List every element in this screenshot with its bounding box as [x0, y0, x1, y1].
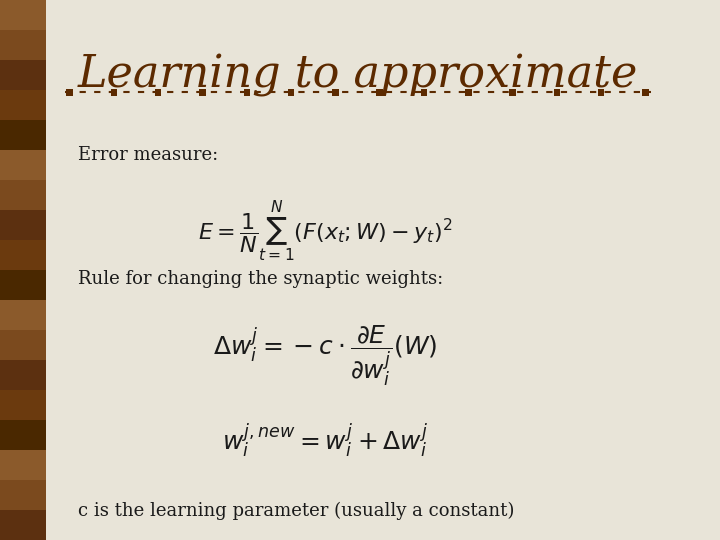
- Bar: [199, 89, 206, 96]
- Text: Error measure:: Error measure:: [78, 146, 218, 164]
- Bar: [465, 89, 472, 96]
- Bar: [0, 390, 45, 420]
- Bar: [0, 0, 45, 30]
- Bar: [0, 450, 45, 480]
- Bar: [598, 89, 604, 96]
- Bar: [554, 89, 560, 96]
- Bar: [377, 89, 383, 96]
- Bar: [0, 0, 45, 540]
- Bar: [332, 89, 338, 96]
- Bar: [0, 180, 45, 210]
- Bar: [0, 240, 45, 270]
- Text: $E = \dfrac{1}{N}\sum_{t=1}^{N}(F(x_t;W)-y_t)^2$: $E = \dfrac{1}{N}\sum_{t=1}^{N}(F(x_t;W)…: [198, 200, 453, 264]
- Text: c is the learning parameter (usually a constant): c is the learning parameter (usually a c…: [78, 502, 515, 521]
- Bar: [0, 60, 45, 90]
- Bar: [0, 420, 45, 450]
- Bar: [0, 210, 45, 240]
- Bar: [0, 120, 45, 150]
- Bar: [0, 510, 45, 540]
- Bar: [155, 89, 161, 96]
- Text: $\Delta w_i^j = -c \cdot \dfrac{\partial E}{\partial w_i^j}(W)$: $\Delta w_i^j = -c \cdot \dfrac{\partial…: [213, 324, 438, 388]
- Bar: [0, 300, 45, 330]
- Bar: [243, 89, 250, 96]
- Text: Rule for changing the synaptic weights:: Rule for changing the synaptic weights:: [78, 270, 444, 288]
- Bar: [0, 90, 45, 120]
- Bar: [0, 360, 45, 390]
- Text: $w_i^{j,new} = w_i^j + \Delta w_i^j$: $w_i^{j,new} = w_i^j + \Delta w_i^j$: [222, 421, 428, 460]
- Bar: [288, 89, 294, 96]
- Bar: [0, 270, 45, 300]
- Bar: [420, 89, 427, 96]
- Bar: [509, 89, 516, 96]
- Bar: [0, 150, 45, 180]
- Bar: [0, 330, 45, 360]
- Bar: [0, 480, 45, 510]
- Bar: [0, 30, 45, 60]
- Bar: [642, 89, 649, 96]
- Bar: [66, 89, 73, 96]
- Bar: [111, 89, 117, 96]
- Text: Learning to approximate: Learning to approximate: [78, 54, 639, 97]
